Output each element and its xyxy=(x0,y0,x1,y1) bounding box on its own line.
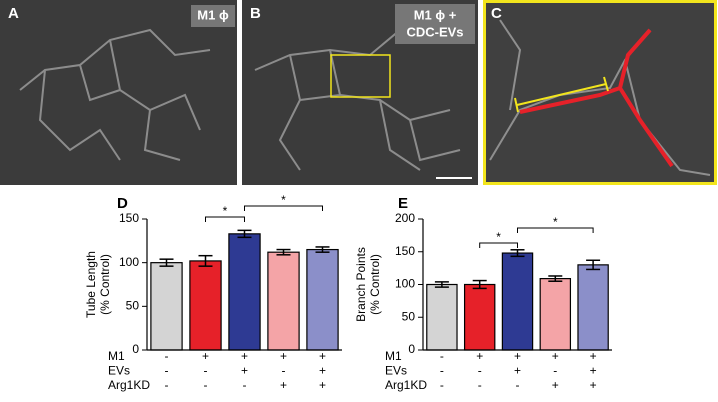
bar xyxy=(539,278,572,351)
condition-mark: - xyxy=(478,378,482,392)
bar xyxy=(306,248,339,351)
significance-bracket xyxy=(244,205,323,211)
condition-mark: + xyxy=(552,349,559,363)
condition-mark: + xyxy=(319,349,326,363)
bar xyxy=(463,283,496,351)
panel-label: A xyxy=(8,5,19,22)
condition-name: Arg1KD xyxy=(108,378,150,392)
bar xyxy=(150,262,183,351)
condition-mark: - xyxy=(516,378,520,392)
condition-mark: - xyxy=(165,364,169,378)
bar xyxy=(501,252,534,351)
condition-mark: - xyxy=(243,378,247,392)
measure-line xyxy=(514,76,609,113)
condition-mark: + xyxy=(241,349,248,363)
condition-mark: + xyxy=(590,378,597,392)
condition-mark: - xyxy=(553,364,557,378)
significance-label: * xyxy=(553,215,558,229)
condition-name: M1 xyxy=(108,349,125,363)
condition-mark: + xyxy=(590,364,597,378)
bar xyxy=(267,251,300,351)
caption: CDC-EVs xyxy=(406,24,463,39)
condition-mark: + xyxy=(590,349,597,363)
y-axis-label: Branch Points xyxy=(354,247,368,322)
panel-label: C xyxy=(491,5,502,22)
y-tick-label: 100 xyxy=(119,255,139,269)
y-tick-label: 0 xyxy=(408,342,415,356)
condition-mark: - xyxy=(440,349,444,363)
micrograph-c xyxy=(483,0,717,185)
y-tick-label: 100 xyxy=(395,277,415,291)
caption-box xyxy=(191,5,235,27)
y-tick-label: 0 xyxy=(132,342,139,356)
condition-mark: - xyxy=(165,349,169,363)
y-tick-label: 200 xyxy=(395,211,415,225)
condition-mark: + xyxy=(514,349,521,363)
condition-mark: + xyxy=(202,349,209,363)
condition-mark: + xyxy=(319,378,326,392)
significance-label: * xyxy=(496,230,501,244)
bar xyxy=(426,283,458,351)
caption-box xyxy=(395,4,475,44)
condition-mark: - xyxy=(165,378,169,392)
panel-label: D xyxy=(117,195,128,212)
caption: M1 ϕ + xyxy=(414,7,457,22)
condition-name: EVs xyxy=(385,364,407,378)
condition-name: Arg1KD xyxy=(385,378,427,392)
caption: M1 ϕ xyxy=(197,7,229,22)
panel-label: E xyxy=(398,195,408,212)
condition-mark: - xyxy=(204,378,208,392)
condition-mark: - xyxy=(440,378,444,392)
condition-mark: - xyxy=(204,364,208,378)
condition-mark: + xyxy=(280,378,287,392)
panel-label: B xyxy=(250,5,261,22)
condition-mark: + xyxy=(319,364,326,378)
condition-mark: + xyxy=(241,364,248,378)
condition-mark: - xyxy=(478,364,482,378)
y-axis-label: (% Control) xyxy=(368,254,382,315)
y-axis-label: Tube Length xyxy=(84,251,98,318)
condition-mark: + xyxy=(514,364,521,378)
y-tick-label: 150 xyxy=(119,211,139,225)
bar xyxy=(228,233,261,351)
condition-mark: - xyxy=(440,364,444,378)
condition-mark: + xyxy=(552,378,559,392)
significance-bracket xyxy=(479,242,518,248)
y-tick-label: 150 xyxy=(395,244,415,258)
y-tick-label: 50 xyxy=(126,299,140,313)
significance-label: * xyxy=(281,193,286,207)
y-axis-label: (% Control) xyxy=(98,254,112,315)
bar xyxy=(189,260,222,351)
cell-network xyxy=(254,28,461,171)
condition-mark: - xyxy=(282,364,286,378)
significance-label: * xyxy=(223,204,228,218)
cell-network xyxy=(19,28,211,161)
y-tick-label: 50 xyxy=(402,309,416,323)
zoom-box xyxy=(330,54,391,98)
bar xyxy=(577,264,609,351)
condition-mark: + xyxy=(280,349,287,363)
condition-mark: + xyxy=(476,349,483,363)
significance-bracket xyxy=(517,227,594,233)
micrograph-a xyxy=(0,0,237,185)
traced-tube xyxy=(519,28,674,168)
condition-name: M1 xyxy=(385,349,402,363)
significance-bracket xyxy=(205,216,245,222)
condition-name: EVs xyxy=(108,364,130,378)
